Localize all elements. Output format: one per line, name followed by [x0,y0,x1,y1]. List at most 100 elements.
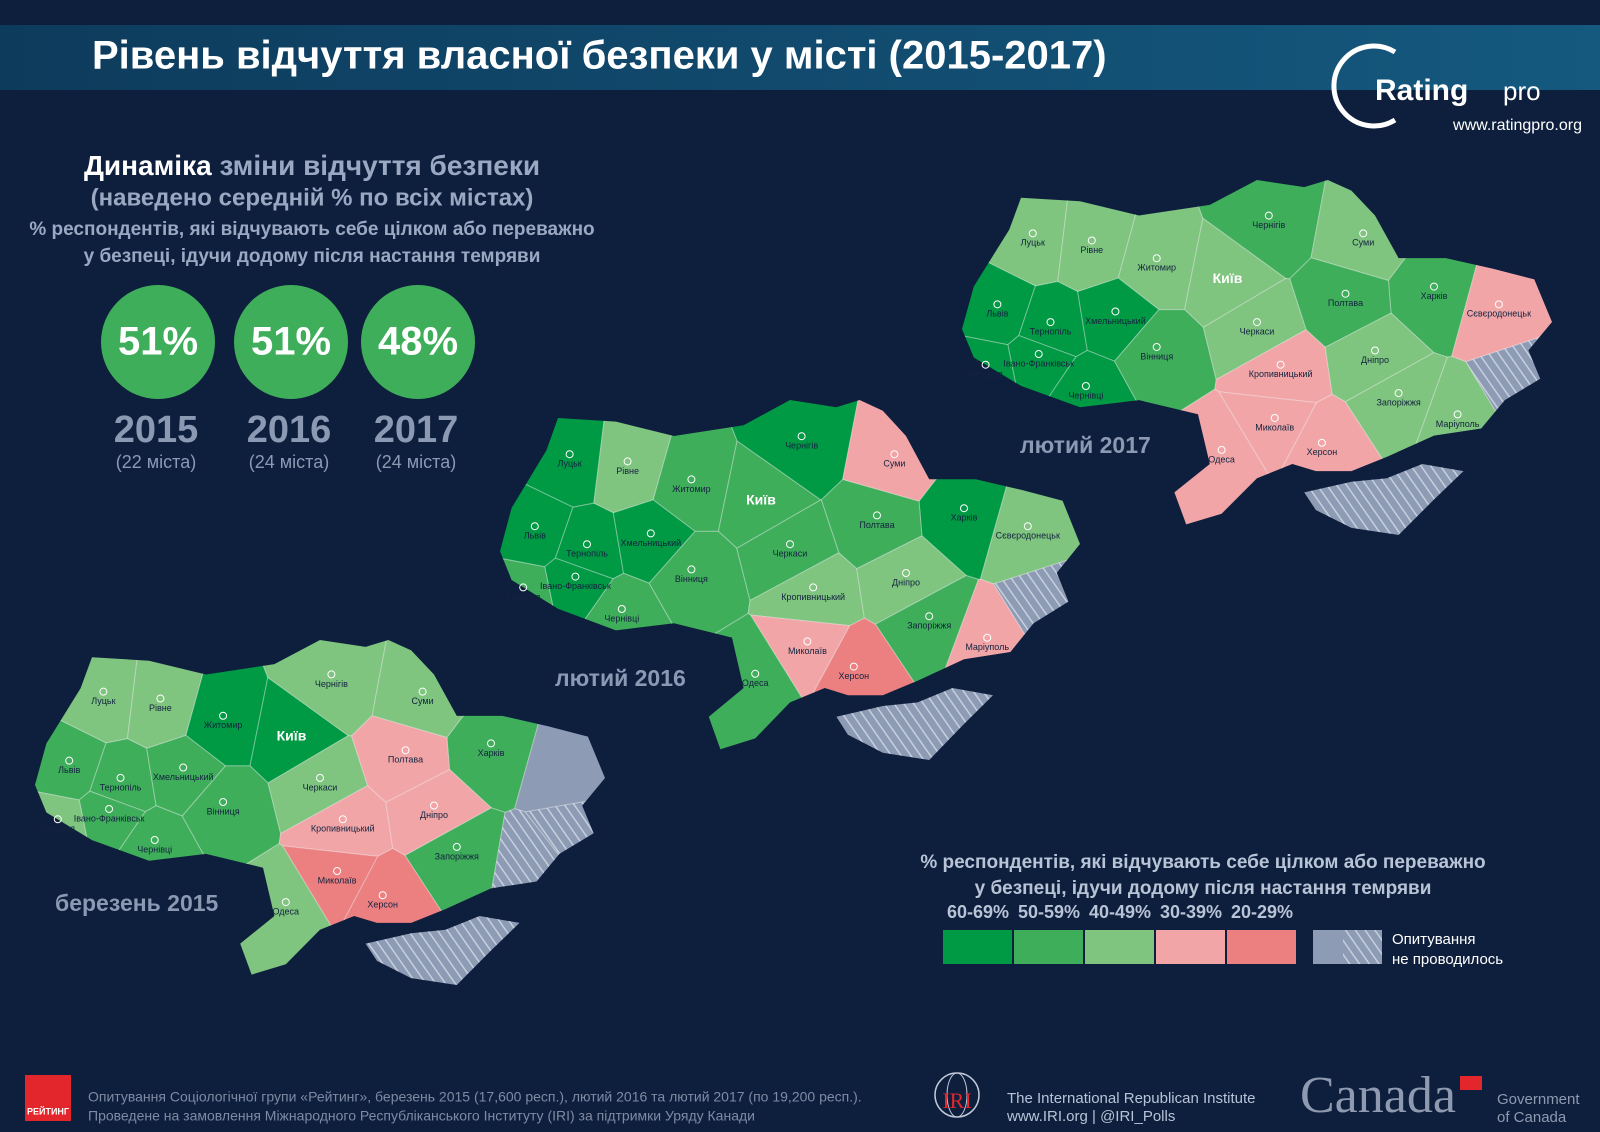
title: Рівень відчуття власної безпеки у місті … [92,34,1107,78]
city-dot [1023,522,1032,531]
stat-circle [101,285,215,399]
region [524,788,605,975]
dynamics-subtitle: (наведено середній % по всіх містах) [91,184,534,211]
legend-label: 20-29% [1231,902,1293,922]
city-dot [530,522,539,531]
city-label: Одеса [1208,454,1235,464]
legend-title: % респондентів, які відчувають себе цілк… [920,852,1485,873]
dynamics-desc: у безпеці, ідучи додому після настання т… [84,246,541,267]
city-dot [401,746,410,755]
legend-label: 50-59% [1018,902,1080,922]
crimea [836,688,993,760]
city-label: Львів [58,765,80,775]
city-dot [1270,413,1279,422]
stat-year: 2015 [114,409,199,451]
city-dot [1087,236,1096,245]
city-dot [1394,389,1403,398]
city-label: Хмельницький [1085,316,1146,326]
stat-value: 51% [118,320,198,364]
city-label: Суми [412,696,434,706]
city-dot [1430,282,1438,291]
city-label: Дніпро [892,577,920,587]
city-dot [1317,438,1326,447]
city-dot [993,300,1002,309]
city-dot [519,583,528,592]
city-dot [1152,342,1161,351]
city-dot [890,450,899,459]
city-dot [803,637,812,646]
city-dot [623,457,632,466]
region [992,539,1080,750]
city-label: Ужгород [968,369,1003,379]
canada-line: of Canada [1497,1109,1567,1126]
title-rest: зміни відчуття безпеки [219,150,540,181]
iri-line: The International Republican Institute [1007,1090,1256,1107]
stat-note: (24 міста) [249,452,329,472]
city-label: Запоріжжя [435,851,479,861]
city-label: Тернопіль [100,782,142,792]
city-dot [150,836,159,844]
canada-line: Government [1497,1091,1580,1108]
legend-swatch-base [1313,930,1343,964]
title-bold: Динаміка [84,150,212,181]
city-dot [116,773,125,782]
canada-wordmark: Canada [1300,1067,1456,1124]
city-dot [333,867,342,876]
logo-suffix: pro [1503,76,1541,106]
stat-circle [361,285,475,399]
city-label: Рівне [149,703,172,713]
city-dot [1028,229,1037,238]
city-dot [797,432,806,441]
legend-label: 60-69% [947,902,1009,922]
city-label: Київ [277,727,307,743]
logo-url: www.ratingpro.org [1452,117,1582,134]
city-label: Житомир [1137,263,1176,273]
region [856,535,968,625]
city-label: Вінниця [675,574,708,584]
city-label: Івано-Франківськ [74,813,145,823]
city-label: Херсон [367,900,398,910]
legend-no-survey: не проводилось [1392,951,1503,968]
city-dot [156,694,165,703]
city-label: Черкаси [303,782,338,792]
map: Луцьк Рівне Житомир Київ Чернігів Суми Харків П… [35,640,605,985]
city-label: Маріуполь [1436,419,1480,429]
iri-logo: IRI [934,1072,980,1118]
city-label: Херсон [1307,447,1338,457]
city-label: Маріуполь [965,642,1009,652]
region [146,734,227,817]
legend-swatch [1014,930,1083,964]
city-dot [646,529,655,538]
city-label: Кропивницький [781,592,845,602]
city-dot [687,475,696,484]
legend-label: 30-39% [1160,902,1222,922]
region [1324,312,1435,403]
city-dot [179,763,188,772]
city-dot [1253,318,1261,327]
stat-value: 51% [251,320,331,364]
city-label: Харків [478,748,505,758]
footer-line: Опитування Соціологічної групи «Рейтинг»… [88,1089,862,1105]
city-label: Одеса [273,906,300,916]
city-label: Сєвєродонецьк [996,531,1060,541]
city-label: Одеса [742,678,769,688]
region [1077,277,1160,362]
city-dot [873,511,881,520]
city-dot [1111,307,1120,316]
city-dot [378,891,387,900]
city-dot [219,711,228,720]
city-label: Харків [1421,291,1448,301]
city-label: Запоріжжя [907,621,951,631]
city-label: Луцьк [1021,238,1045,248]
map-label: лютий 2016 [555,665,686,691]
city-dot [960,504,968,513]
city-label: Чернівці [604,613,639,623]
iri-line: www.IRI.org | @IRI_Polls [1006,1108,1175,1125]
city-label: Миколаїв [1255,422,1294,432]
city-label: Хмельницький [620,538,681,548]
legend-title: у безпеці, ідучи додому після настання т… [975,878,1432,899]
city-dot [925,612,934,621]
city-dot [487,739,495,748]
city-label: Черкаси [1240,326,1275,336]
